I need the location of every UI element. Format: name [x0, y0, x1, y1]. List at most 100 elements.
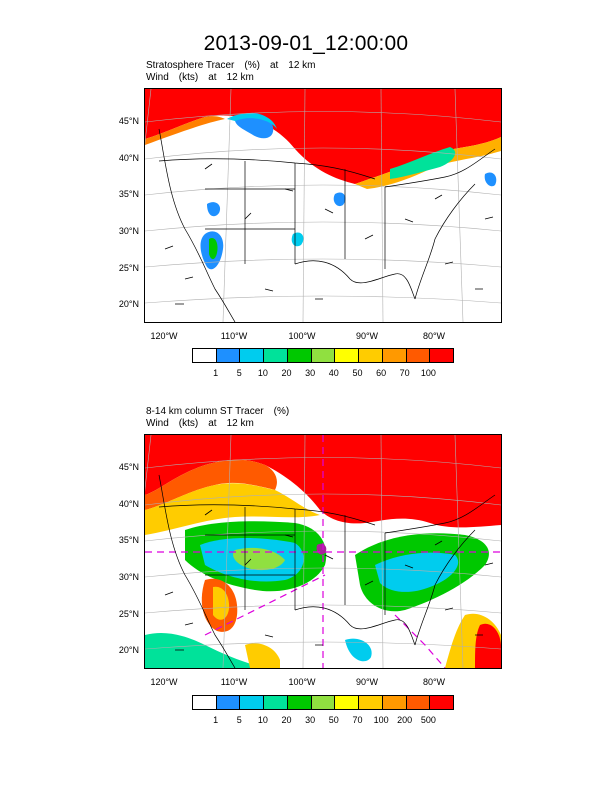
panel2-colorbar-label: 10 — [257, 715, 268, 725]
panel1-colorbar-swatch — [430, 349, 454, 362]
panel1-colorbar-swatch — [335, 349, 360, 362]
panel1-colorbar-swatch — [287, 349, 312, 362]
panel1-map — [144, 88, 502, 323]
panel2-lat-label-35: 35°N — [118, 535, 139, 545]
panel1-colorbar — [192, 348, 454, 363]
panel2-tracer-red — [145, 435, 501, 528]
panel2-lon-label-90: 90°W — [355, 677, 379, 687]
panel1-colorbar-label: 10 — [257, 368, 268, 378]
panel2-cross-section-lines — [145, 435, 501, 668]
panel2-wind-units: (kts) — [178, 418, 199, 429]
panel1-colorbar-swatch — [311, 349, 336, 362]
panel1-subtitle-line1: Stratosphere Tracer (%) at 12 km — [146, 60, 326, 72]
panel2-map-svg — [145, 435, 501, 668]
panel1-tracer-cyan-edge — [227, 113, 277, 129]
panel1-colorbar-label: 40 — [328, 368, 339, 378]
panel2-colorbar-label: 50 — [328, 715, 339, 725]
panel1-lon-label-110: 110°W — [220, 331, 248, 341]
panel1-map-svg — [145, 89, 501, 322]
panel1-field-units: (%) — [244, 60, 260, 71]
panel1-lat-label-40: 40°N — [118, 153, 139, 163]
panel1-graticule — [145, 89, 501, 322]
panel1-lat-label-30: 30°N — [118, 226, 139, 236]
panel2-colorbar-swatch — [430, 696, 454, 709]
panel2-coastlines — [158, 474, 496, 668]
panel2-colorbar-swatch — [193, 696, 217, 709]
panel2-colorbar-swatch — [311, 696, 336, 709]
panel2-map — [144, 434, 502, 669]
panel2-tracer-green-gulf — [145, 633, 265, 668]
panel2-tracer-yellow-gulf — [245, 643, 280, 668]
panel2-colorbar-label: 200 — [397, 715, 413, 725]
panel2-field-units: (%) — [273, 406, 290, 417]
panel2-colorbar-swatch — [335, 696, 360, 709]
panel1-colorbar-swatch — [406, 349, 431, 362]
panel2-wind-level: 12 km — [226, 418, 254, 429]
panel1-tracer-orange — [145, 116, 225, 145]
panel1-tracer-blue-ne — [484, 172, 497, 187]
panel1-tracer-blue-tx — [291, 232, 304, 247]
panel1-field-name: Stratosphere Tracer — [146, 60, 235, 71]
panel1-lon-label-120: 120°W — [150, 331, 178, 341]
panel2-colorbar-swatch — [359, 696, 383, 709]
panel1-colorbar-swatch — [264, 349, 288, 362]
panel2-colorbar-label: 1 — [213, 715, 219, 725]
panel1-lon-label-80: 80°W — [422, 331, 446, 341]
panel1-field-at: at — [269, 60, 279, 71]
panel1-lat-label-35: 35°N — [118, 189, 139, 199]
panel1-colorbar-label: 30 — [305, 368, 316, 378]
panel2-colorbar-label: 500 — [420, 715, 436, 725]
panel2-colorbar — [192, 695, 454, 710]
panel1-colorbar-swatch — [216, 349, 241, 362]
panel2-subtitle-line2: Wind (kts) at 12 km — [146, 418, 264, 430]
panel2-colorbar-swatch — [216, 696, 241, 709]
panel1-wind-at: at — [208, 72, 217, 83]
panel1-wind-level: 12 km — [226, 72, 254, 83]
panel1-colorbar-label: 70 — [399, 368, 410, 378]
panel2-colorbar-label: 70 — [352, 715, 363, 725]
panel2-lat-label-30: 30°N — [118, 572, 139, 582]
panel2-lat-label-20: 20°N — [118, 645, 139, 655]
panel1-wind-name: Wind — [146, 72, 169, 83]
panel2-lat-label-45: 45°N — [118, 462, 139, 472]
panel1-tracer-red — [145, 89, 501, 184]
panel2-colorbar-label: 5 — [236, 715, 242, 725]
panel2-subtitle-line1: 8-14 km column ST Tracer (%) — [146, 406, 299, 418]
panel2-colorbar-label: 20 — [281, 715, 292, 725]
panel1-colorbar-swatch — [193, 349, 217, 362]
panel1-lat-label-25: 25°N — [118, 263, 139, 273]
panel2-field-name: 8-14 km column ST Tracer — [146, 406, 264, 417]
panel1-colorbar-label: 5 — [236, 368, 242, 378]
panel2-colorbar-label: 100 — [373, 715, 389, 725]
panel2-tracer-cyan-isle — [345, 638, 372, 662]
panel2-wind-name: Wind — [146, 418, 169, 429]
panel2-tracer-orange — [145, 459, 277, 510]
panel2-lon-label-120: 120°W — [150, 677, 178, 687]
panel2-lon-label-100: 100°W — [288, 677, 316, 687]
panel2-colorbar-swatch — [264, 696, 288, 709]
panel1-tracer-green — [390, 147, 456, 179]
panel2-tracer-cyan-east — [375, 552, 459, 592]
panel1-colorbar-swatch — [359, 349, 383, 362]
panel1-field-level: 12 km — [288, 60, 316, 71]
panel1-lon-label-90: 90°W — [355, 331, 379, 341]
panel1-tracer-blue-nm — [207, 202, 221, 217]
panel1-subtitle-line2: Wind (kts) at 12 km — [146, 72, 264, 84]
panel1-coastlines — [158, 128, 496, 322]
panel1-wind-barbs — [164, 163, 494, 305]
panel1-colorbar-label: 1 — [213, 368, 219, 378]
panel1-colorbar-label: 100 — [420, 368, 436, 378]
panel1-colorbar-label: 50 — [352, 368, 363, 378]
panel2-colorbar-swatch — [382, 696, 407, 709]
panel1-tracer-blue-ok — [333, 192, 346, 207]
panel2-wind-barbs — [164, 509, 494, 651]
panel2-colorbar-swatch — [406, 696, 431, 709]
panel1-colorbar-label: 20 — [281, 368, 292, 378]
panel2-colorbar-swatch — [287, 696, 312, 709]
panel2-lat-label-25: 25°N — [118, 609, 139, 619]
panel1-lon-label-100: 100°W — [288, 331, 316, 341]
panel1-tracer-green-sw — [209, 237, 218, 260]
panel1-colorbar-swatch — [382, 349, 407, 362]
panel2-colorbar-label: 30 — [305, 715, 316, 725]
panel2-tracer-yellow-band — [145, 483, 320, 535]
